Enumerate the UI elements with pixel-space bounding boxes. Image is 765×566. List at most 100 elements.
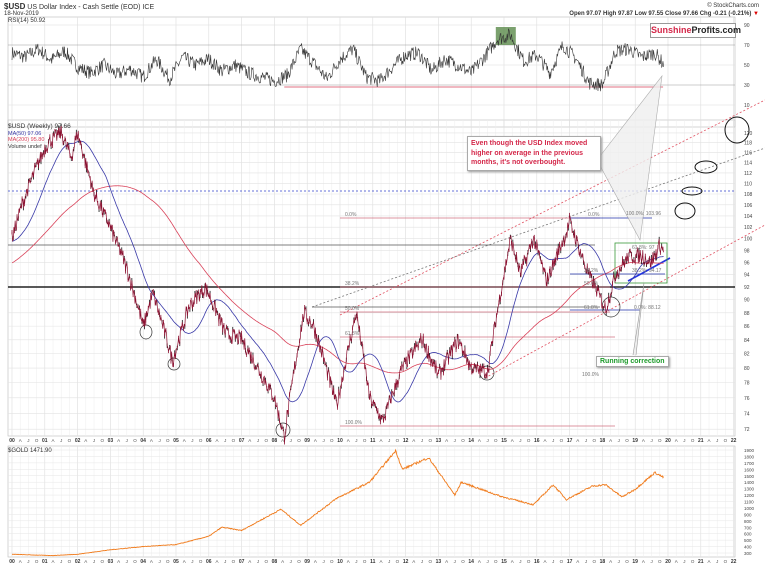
x-tick-label-year: 15 xyxy=(501,559,507,565)
x-tick-label-year: 20 xyxy=(665,438,671,444)
x-tick-label-year: 10 xyxy=(337,438,343,444)
x-tick-label-month: O xyxy=(691,559,695,564)
x-tick-label-month: O xyxy=(724,438,728,443)
symbol: $USD xyxy=(4,2,26,11)
x-tick-label-month: A xyxy=(248,438,251,443)
x-tick-label-month: J xyxy=(355,559,357,564)
x-tick-label-month: O xyxy=(396,438,400,443)
fib-label-right-382: 38.2%: 94.17 xyxy=(632,268,662,274)
x-tick-label-month: J xyxy=(683,438,685,443)
x-tick-label-month: J xyxy=(27,559,29,564)
chart-date: 18-Nov-2019 xyxy=(4,11,39,17)
x-tick-label-month: O xyxy=(592,559,596,564)
x-tick-label-month: J xyxy=(126,438,128,443)
price-y-tick-label: 82 xyxy=(744,352,750,358)
x-tick-label-month: A xyxy=(117,438,120,443)
x-tick-label-month: A xyxy=(445,559,448,564)
gold-y-tick-label: 800 xyxy=(744,519,752,524)
x-tick-label-month: J xyxy=(27,438,29,443)
x-tick-label-month: O xyxy=(560,438,564,443)
callout-pointer-overbought xyxy=(596,74,663,241)
x-tick-label-month: A xyxy=(379,559,382,564)
x-tick-label-month: O xyxy=(232,438,236,443)
x-tick-label-year: 10 xyxy=(337,559,343,565)
x-tick-label-month: A xyxy=(445,438,448,443)
x-tick-label-month: O xyxy=(166,438,170,443)
price-y-tick-label: 102 xyxy=(744,225,753,231)
rsi-y-tick-label: 30 xyxy=(744,83,750,89)
x-tick-label-month: O xyxy=(330,438,334,443)
fib-label-right-0b: 0.0%: 88.12 xyxy=(634,305,661,311)
x-tick-label-year: 21 xyxy=(698,559,704,565)
panel-frame xyxy=(7,16,736,128)
x-tick-label-month: O xyxy=(133,559,137,564)
trend-channel-lower xyxy=(484,224,765,379)
annotation-running-correction: Running correction xyxy=(596,356,669,367)
x-tick-label-month: J xyxy=(454,559,456,564)
price-y-tick-label: 72 xyxy=(744,427,750,433)
stockcharts-watermark: © StockCharts.com xyxy=(707,3,759,9)
x-tick-label-month: A xyxy=(609,559,612,564)
price-y-tick-label: 118 xyxy=(744,141,752,147)
x-tick-label-year: 07 xyxy=(239,438,245,444)
fib-label-right-0: 0.0% xyxy=(588,212,600,218)
rsi-y-tick-label: 10 xyxy=(744,103,750,109)
price-y-tick-label: 78 xyxy=(744,381,750,387)
fib-label-right-618: 61.8%: 97 xyxy=(632,245,655,251)
x-tick-label-year: 09 xyxy=(304,438,310,444)
change-down-icon: ▼ xyxy=(753,11,759,17)
x-tick-label-month: O xyxy=(297,559,301,564)
x-tick-label-year: 09 xyxy=(304,559,310,565)
gold-y-tick-label: 1000 xyxy=(744,506,755,511)
gold-y-tick-label: 1500 xyxy=(744,474,755,479)
price-y-tick-label: 100 xyxy=(744,237,753,243)
price-y-tick-label: 98 xyxy=(744,248,750,254)
x-tick-label-month: J xyxy=(421,559,423,564)
x-tick-label-month: A xyxy=(248,559,251,564)
x-tick-label-month: J xyxy=(618,559,620,564)
ohlc-values: Open 97.07 High 97.87 Low 97.55 Close 97… xyxy=(569,11,752,17)
price-y-tick-label: 120 xyxy=(744,131,753,137)
x-tick-label-month: O xyxy=(330,559,334,564)
logo-part2: Profits.com xyxy=(691,25,742,35)
logo-part1: Sunshine xyxy=(651,25,692,35)
main-legend: $USD (Weekly) 97.66 MA(50) 97.06 MA(200)… xyxy=(8,123,71,150)
x-tick-label-year: 04 xyxy=(140,438,146,444)
x-tick-label-month: J xyxy=(421,438,423,443)
rsi-legend: RSI(14) 50.92 xyxy=(8,18,46,24)
x-tick-label-month: O xyxy=(658,559,662,564)
gold-y-tick-label: 600 xyxy=(744,532,752,537)
x-tick-label-year: 17 xyxy=(567,559,573,565)
rsi-overbought-fill xyxy=(495,27,516,45)
x-tick-label-month: O xyxy=(560,559,564,564)
x-tick-label-month: O xyxy=(428,438,432,443)
fib-label-right-382b: 38.2% xyxy=(584,268,599,274)
x-tick-label-year: 22 xyxy=(731,438,737,444)
x-tick-label-month: A xyxy=(347,559,350,564)
x-tick-label-month: A xyxy=(707,438,710,443)
x-tick-label-month: A xyxy=(576,438,579,443)
x-tick-label-month: O xyxy=(297,438,301,443)
price-y-tick-label: 80 xyxy=(744,366,750,372)
legend-usd: $USD (Weekly) 97.66 xyxy=(8,123,71,130)
x-tick-label-month: O xyxy=(100,438,104,443)
x-tick-label-year: 15 xyxy=(501,438,507,444)
x-tick-label-month: O xyxy=(199,438,203,443)
fib-label-left-50: 50.0% xyxy=(345,306,360,312)
x-tick-label-month: J xyxy=(388,559,390,564)
sunshine-profits-logo: SunshineProfits.com xyxy=(650,23,741,38)
x-tick-label-month: A xyxy=(478,559,481,564)
x-tick-label-year: 01 xyxy=(42,438,48,444)
x-tick-label-month: J xyxy=(585,438,587,443)
x-tick-label-month: A xyxy=(412,559,415,564)
x-tick-label-year: 12 xyxy=(403,559,409,565)
x-tick-label-month: A xyxy=(150,559,153,564)
exchange: ICE xyxy=(142,4,155,11)
x-tick-label-month: J xyxy=(322,559,324,564)
x-tick-label-month: O xyxy=(100,559,104,564)
x-tick-label-year: 08 xyxy=(272,438,278,444)
x-tick-label-year: 04 xyxy=(140,559,146,565)
x-tick-label-month: J xyxy=(224,438,226,443)
gold-y-tick-label: 1700 xyxy=(744,461,755,466)
